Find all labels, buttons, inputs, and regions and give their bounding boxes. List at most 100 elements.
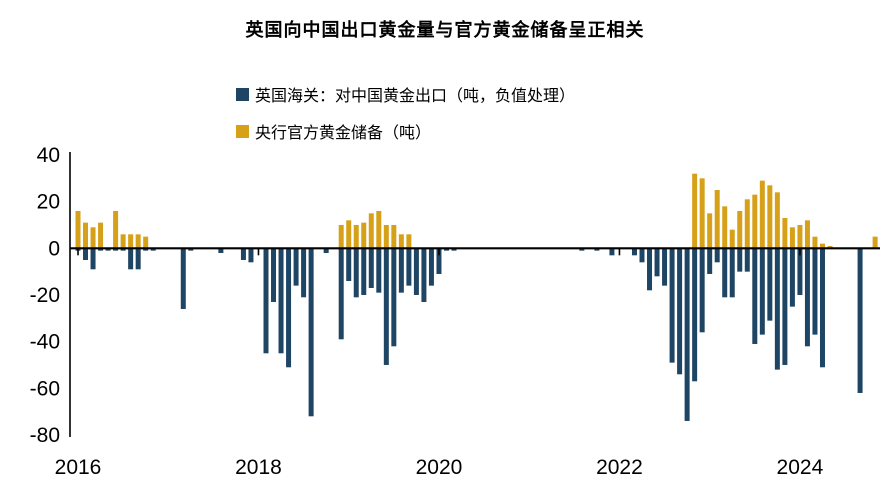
reserve-bar <box>692 173 698 249</box>
export-bar <box>271 248 277 302</box>
export-bar <box>353 248 359 298</box>
export-bar <box>699 248 705 333</box>
reserve-bar <box>383 224 389 249</box>
reserve-bar <box>744 199 750 249</box>
reserve-bar <box>774 192 780 249</box>
export-bar <box>443 248 449 251</box>
export-bar <box>301 248 307 298</box>
export-bar <box>857 248 863 393</box>
export-bar <box>669 248 675 363</box>
export-bar <box>90 248 96 270</box>
export-bar <box>338 248 344 340</box>
export-bar <box>737 248 743 272</box>
x-tick-label: 2016 <box>55 456 102 479</box>
export-bar <box>323 248 329 253</box>
export-bar <box>391 248 397 347</box>
x-tick-label: 2024 <box>777 456 824 479</box>
export-bar <box>398 248 404 293</box>
legend-swatch-exports <box>236 87 249 101</box>
reserve-bar <box>346 220 352 249</box>
export-bar <box>180 248 186 309</box>
reserve-bar <box>361 222 367 249</box>
reserve-bar <box>83 222 89 249</box>
export-bar <box>248 248 254 263</box>
reserve-bar <box>872 236 878 249</box>
reserve-bar <box>714 189 720 249</box>
export-bar <box>263 248 269 354</box>
export-bar <box>451 248 457 251</box>
export-bar <box>113 248 119 251</box>
export-bar <box>594 248 600 251</box>
reserve-bar <box>737 210 743 249</box>
legend-swatch-reserves <box>236 124 249 138</box>
export-bar <box>639 248 645 263</box>
export-bar <box>714 248 720 263</box>
export-bar <box>819 248 825 368</box>
y-tick-label: -40 <box>30 331 60 354</box>
reserve-bar <box>398 234 404 249</box>
export-bar <box>368 248 374 288</box>
x-tick-label: 2022 <box>596 456 643 479</box>
reserve-bar <box>752 194 758 249</box>
export-bar <box>240 248 246 260</box>
export-bar <box>383 248 389 365</box>
reserve-bar <box>338 224 344 249</box>
export-bar <box>346 248 352 281</box>
export-bar <box>677 248 683 375</box>
export-bar <box>729 248 735 298</box>
export-bar <box>135 248 141 270</box>
reserve-bar <box>767 185 773 249</box>
export-bar <box>752 248 758 344</box>
export-bar <box>278 248 284 354</box>
export-bar <box>662 248 668 286</box>
reserve-bar <box>782 217 788 249</box>
reserve-bar <box>699 178 705 249</box>
export-bar <box>759 248 765 335</box>
reserve-bar <box>804 220 810 249</box>
export-bar <box>105 248 111 251</box>
y-tick-label: 20 <box>37 191 60 214</box>
export-bar <box>293 248 299 286</box>
reserve-bar <box>707 213 713 249</box>
export-bar <box>218 248 224 253</box>
export-bar <box>376 248 382 293</box>
reserve-bar <box>128 234 134 249</box>
export-bar <box>308 248 314 417</box>
export-bar <box>188 248 194 251</box>
reserve-bar <box>98 222 104 249</box>
export-bar <box>428 248 434 286</box>
reserve-bar <box>812 236 818 249</box>
reserve-bar <box>722 206 728 249</box>
export-bar <box>774 248 780 370</box>
export-bar <box>744 248 750 272</box>
reserve-bar <box>759 180 765 249</box>
reserve-bar <box>797 224 803 249</box>
export-bar <box>406 248 412 286</box>
reserve-bar <box>819 243 825 249</box>
y-tick-label: -20 <box>30 284 60 307</box>
export-bar <box>579 248 585 251</box>
x-tick-label: 2018 <box>235 456 282 479</box>
reserve-bar <box>827 245 833 249</box>
legend-label-exports: 英国海关：对中国黄金出口（吨，负值处理） <box>255 88 576 105</box>
export-bar <box>722 248 728 298</box>
reserve-bar <box>368 213 374 249</box>
y-tick-label: 40 <box>37 144 60 167</box>
y-tick-label: 0 <box>48 237 60 260</box>
export-bar <box>692 248 698 382</box>
export-bar <box>421 248 427 302</box>
export-bar <box>647 248 653 291</box>
reserve-bar <box>143 236 149 249</box>
export-bar <box>654 248 660 277</box>
legend-item-exports: 英国海关：对中国黄金出口（吨，负值处理） <box>236 82 575 106</box>
reserve-bar <box>120 234 126 249</box>
reserve-bar <box>789 227 795 249</box>
export-bar <box>83 248 89 260</box>
legend-label-reserves: 央行官方黄金储备（吨） <box>255 125 432 142</box>
export-bar <box>797 248 803 295</box>
export-bar <box>812 248 818 335</box>
legend-item-reserves: 央行官方黄金储备（吨） <box>236 119 575 143</box>
export-bar <box>143 248 149 251</box>
